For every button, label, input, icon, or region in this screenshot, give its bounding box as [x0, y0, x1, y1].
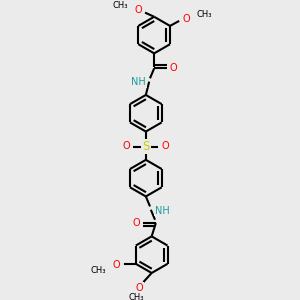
- Text: CH₃: CH₃: [196, 10, 212, 19]
- Text: O: O: [133, 218, 140, 228]
- Text: S: S: [142, 140, 149, 153]
- Text: NH: NH: [131, 77, 146, 88]
- Text: CH₃: CH₃: [90, 266, 106, 275]
- Text: O: O: [134, 5, 142, 15]
- Text: CH₃: CH₃: [128, 293, 144, 300]
- Text: NH: NH: [155, 206, 170, 216]
- Text: O: O: [135, 283, 143, 293]
- Text: O: O: [162, 141, 169, 151]
- Text: O: O: [122, 141, 130, 151]
- Text: CH₃: CH₃: [112, 1, 128, 10]
- Text: O: O: [113, 260, 121, 270]
- Text: O: O: [182, 14, 190, 24]
- Text: O: O: [169, 63, 177, 73]
